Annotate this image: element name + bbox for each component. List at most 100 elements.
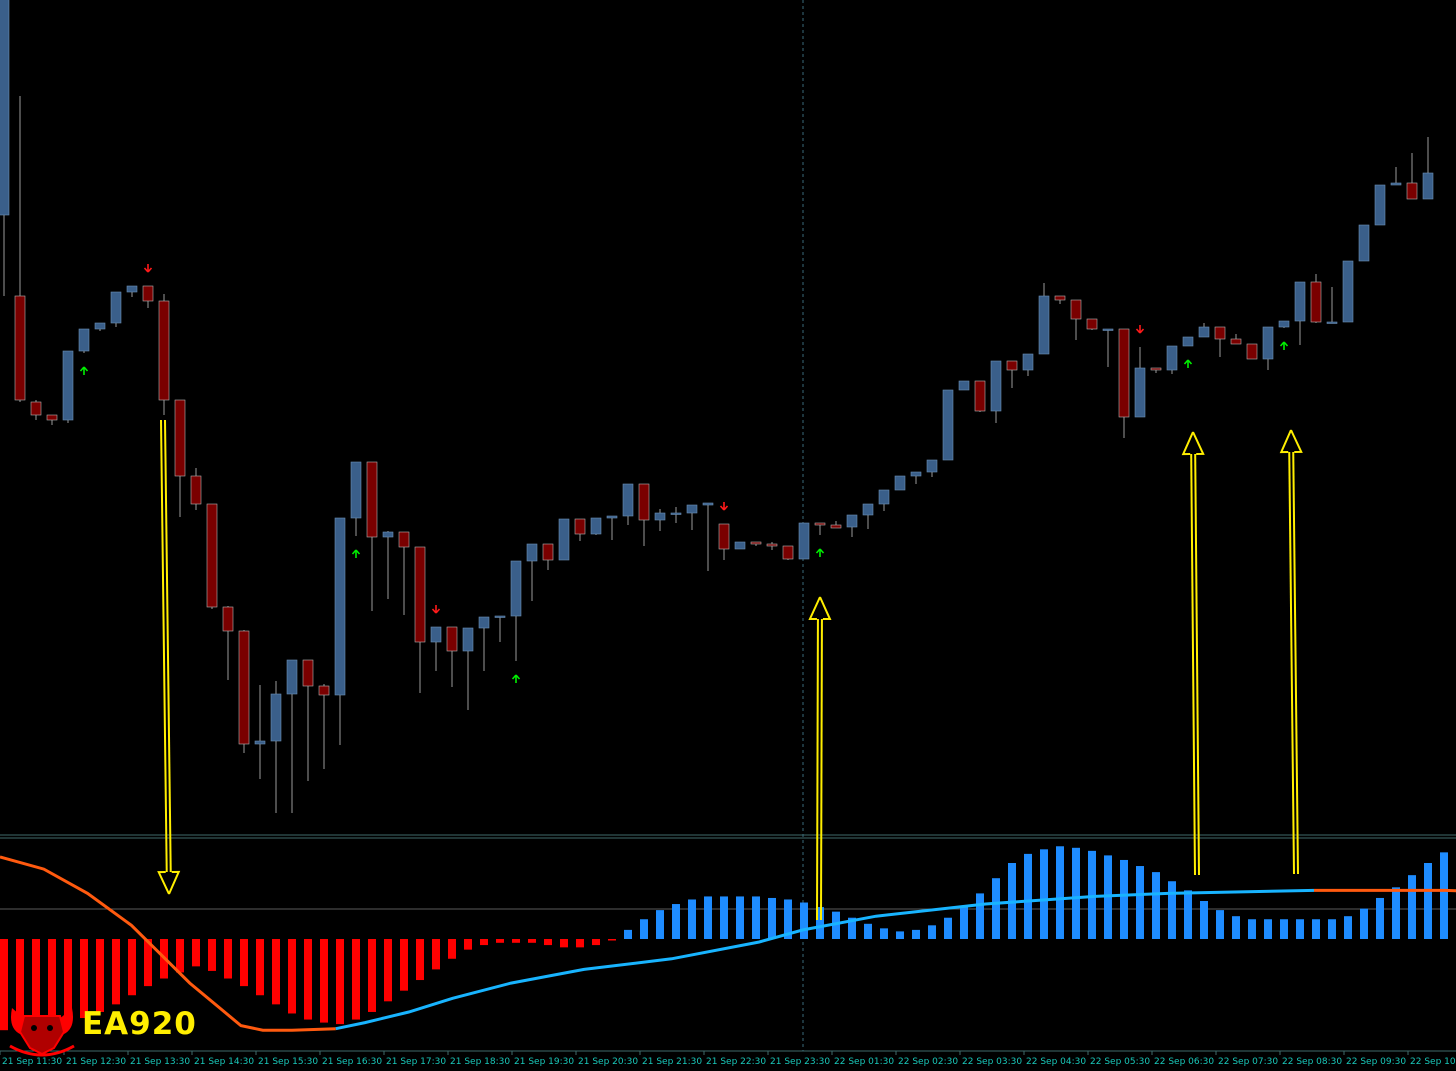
candle [1374,184,1386,226]
candle [638,483,650,546]
annotation-head [1279,429,1303,454]
candle [158,294,170,415]
histogram-bar-negative [528,939,536,943]
candle [1294,281,1306,345]
histogram-bar-negative [96,939,104,1012]
bear-candle-body [222,606,234,632]
histogram-bar-positive [896,931,904,939]
bear-candle-body [750,541,762,545]
candle [1390,167,1402,186]
candle [590,517,602,535]
time-axis-label: 21 Sep 14:30 [194,1057,254,1067]
candle [1326,287,1338,324]
down-arrow-shape [1135,325,1145,334]
candle [14,96,26,402]
bear-candle-body [142,285,154,302]
annotation-shaft [1292,451,1299,874]
candle [1262,326,1274,370]
histogram-bar-negative [80,939,88,1019]
time-axis-label: 21 Sep 19:30 [514,1057,574,1067]
histogram-bar-negative [240,939,248,987]
histogram-bar-positive [720,896,728,939]
candle [654,509,666,531]
candle [222,606,234,680]
histogram-bar-negative [592,939,600,946]
candle [1134,347,1146,418]
candle [1102,328,1114,367]
bear-candle-body [542,543,554,561]
candle [526,543,538,601]
bull-candle-body [1294,281,1306,322]
candle [30,400,42,420]
bull-candle-body [254,740,266,745]
histogram-bar-negative [560,939,568,948]
candle [1022,353,1034,376]
histogram-bar-positive [1376,897,1384,939]
candle [798,522,810,560]
histogram-bar-positive [704,896,712,939]
candle [702,502,714,571]
histogram-bar-negative [288,939,296,1014]
histogram-bar-negative [304,939,312,1020]
histogram-bar-negative [512,939,520,943]
bull-candle-body [430,626,442,643]
time-axis-label: 22 Sep 04:30 [1026,1057,1086,1067]
bull-candle-body [270,693,282,742]
candle [782,545,794,560]
histogram-bar-positive [1344,916,1352,939]
candle [1166,345,1178,374]
logo-text: EA920 [82,1006,197,1042]
histogram-bar-negative [272,939,280,1005]
candle [46,414,58,425]
candle [1278,320,1290,328]
histogram-bar-negative [176,939,184,973]
bull-candle-body [1278,320,1290,328]
histogram-bar-positive [1216,910,1224,939]
down-arrow-icon [431,605,441,614]
histogram-bar-negative [144,939,152,987]
candle [574,518,586,541]
bull-eye [47,1025,53,1031]
time-axis-label: 21 Sep 21:30 [642,1057,702,1067]
candle [190,468,202,510]
bear-candle-body [174,399,186,477]
bear-candle-body [830,524,842,529]
bull-candle-body [1262,326,1274,360]
bear-candle-body [1070,299,1082,320]
bear-candle-body [814,522,826,526]
time-axis-label: 21 Sep 13:30 [130,1057,190,1067]
histogram-bar-positive [1248,919,1256,939]
annotation-head [808,596,832,621]
bear-candle-body [1086,318,1098,330]
candle [766,542,778,550]
candle [430,626,442,671]
histogram-bar-negative [352,939,360,1020]
candle [542,543,554,570]
bear-candle-body [974,380,986,412]
time-axis-label: 21 Sep 11:30 [2,1057,62,1067]
candle [878,489,890,511]
bull-candle-body [654,512,666,521]
bull-candle-body [958,380,970,391]
histogram-bar-positive [1424,863,1432,939]
histogram-bar-negative [544,939,552,946]
histogram-bar-positive [944,917,952,939]
histogram-bar-positive [960,907,968,939]
candle [734,541,746,550]
candle [1358,224,1370,262]
time-axis-label: 21 Sep 20:30 [578,1057,638,1067]
histogram-bar-positive [1120,859,1128,939]
histogram-bar-negative [576,939,584,948]
histogram-bar-negative [64,939,72,1022]
histogram-bar-negative [432,939,440,970]
bull-candle-body [1326,321,1338,324]
bull-candle-body [702,502,714,506]
bull-candle-body [1422,172,1434,200]
bear-candle-body [638,483,650,521]
down-arrow-shape [143,264,153,273]
histogram-bar-positive [672,904,680,939]
histogram-bar-positive [928,925,936,939]
annotation-head [157,870,181,895]
bull-candle-body [1390,182,1402,186]
histogram-bar-negative [608,939,616,941]
